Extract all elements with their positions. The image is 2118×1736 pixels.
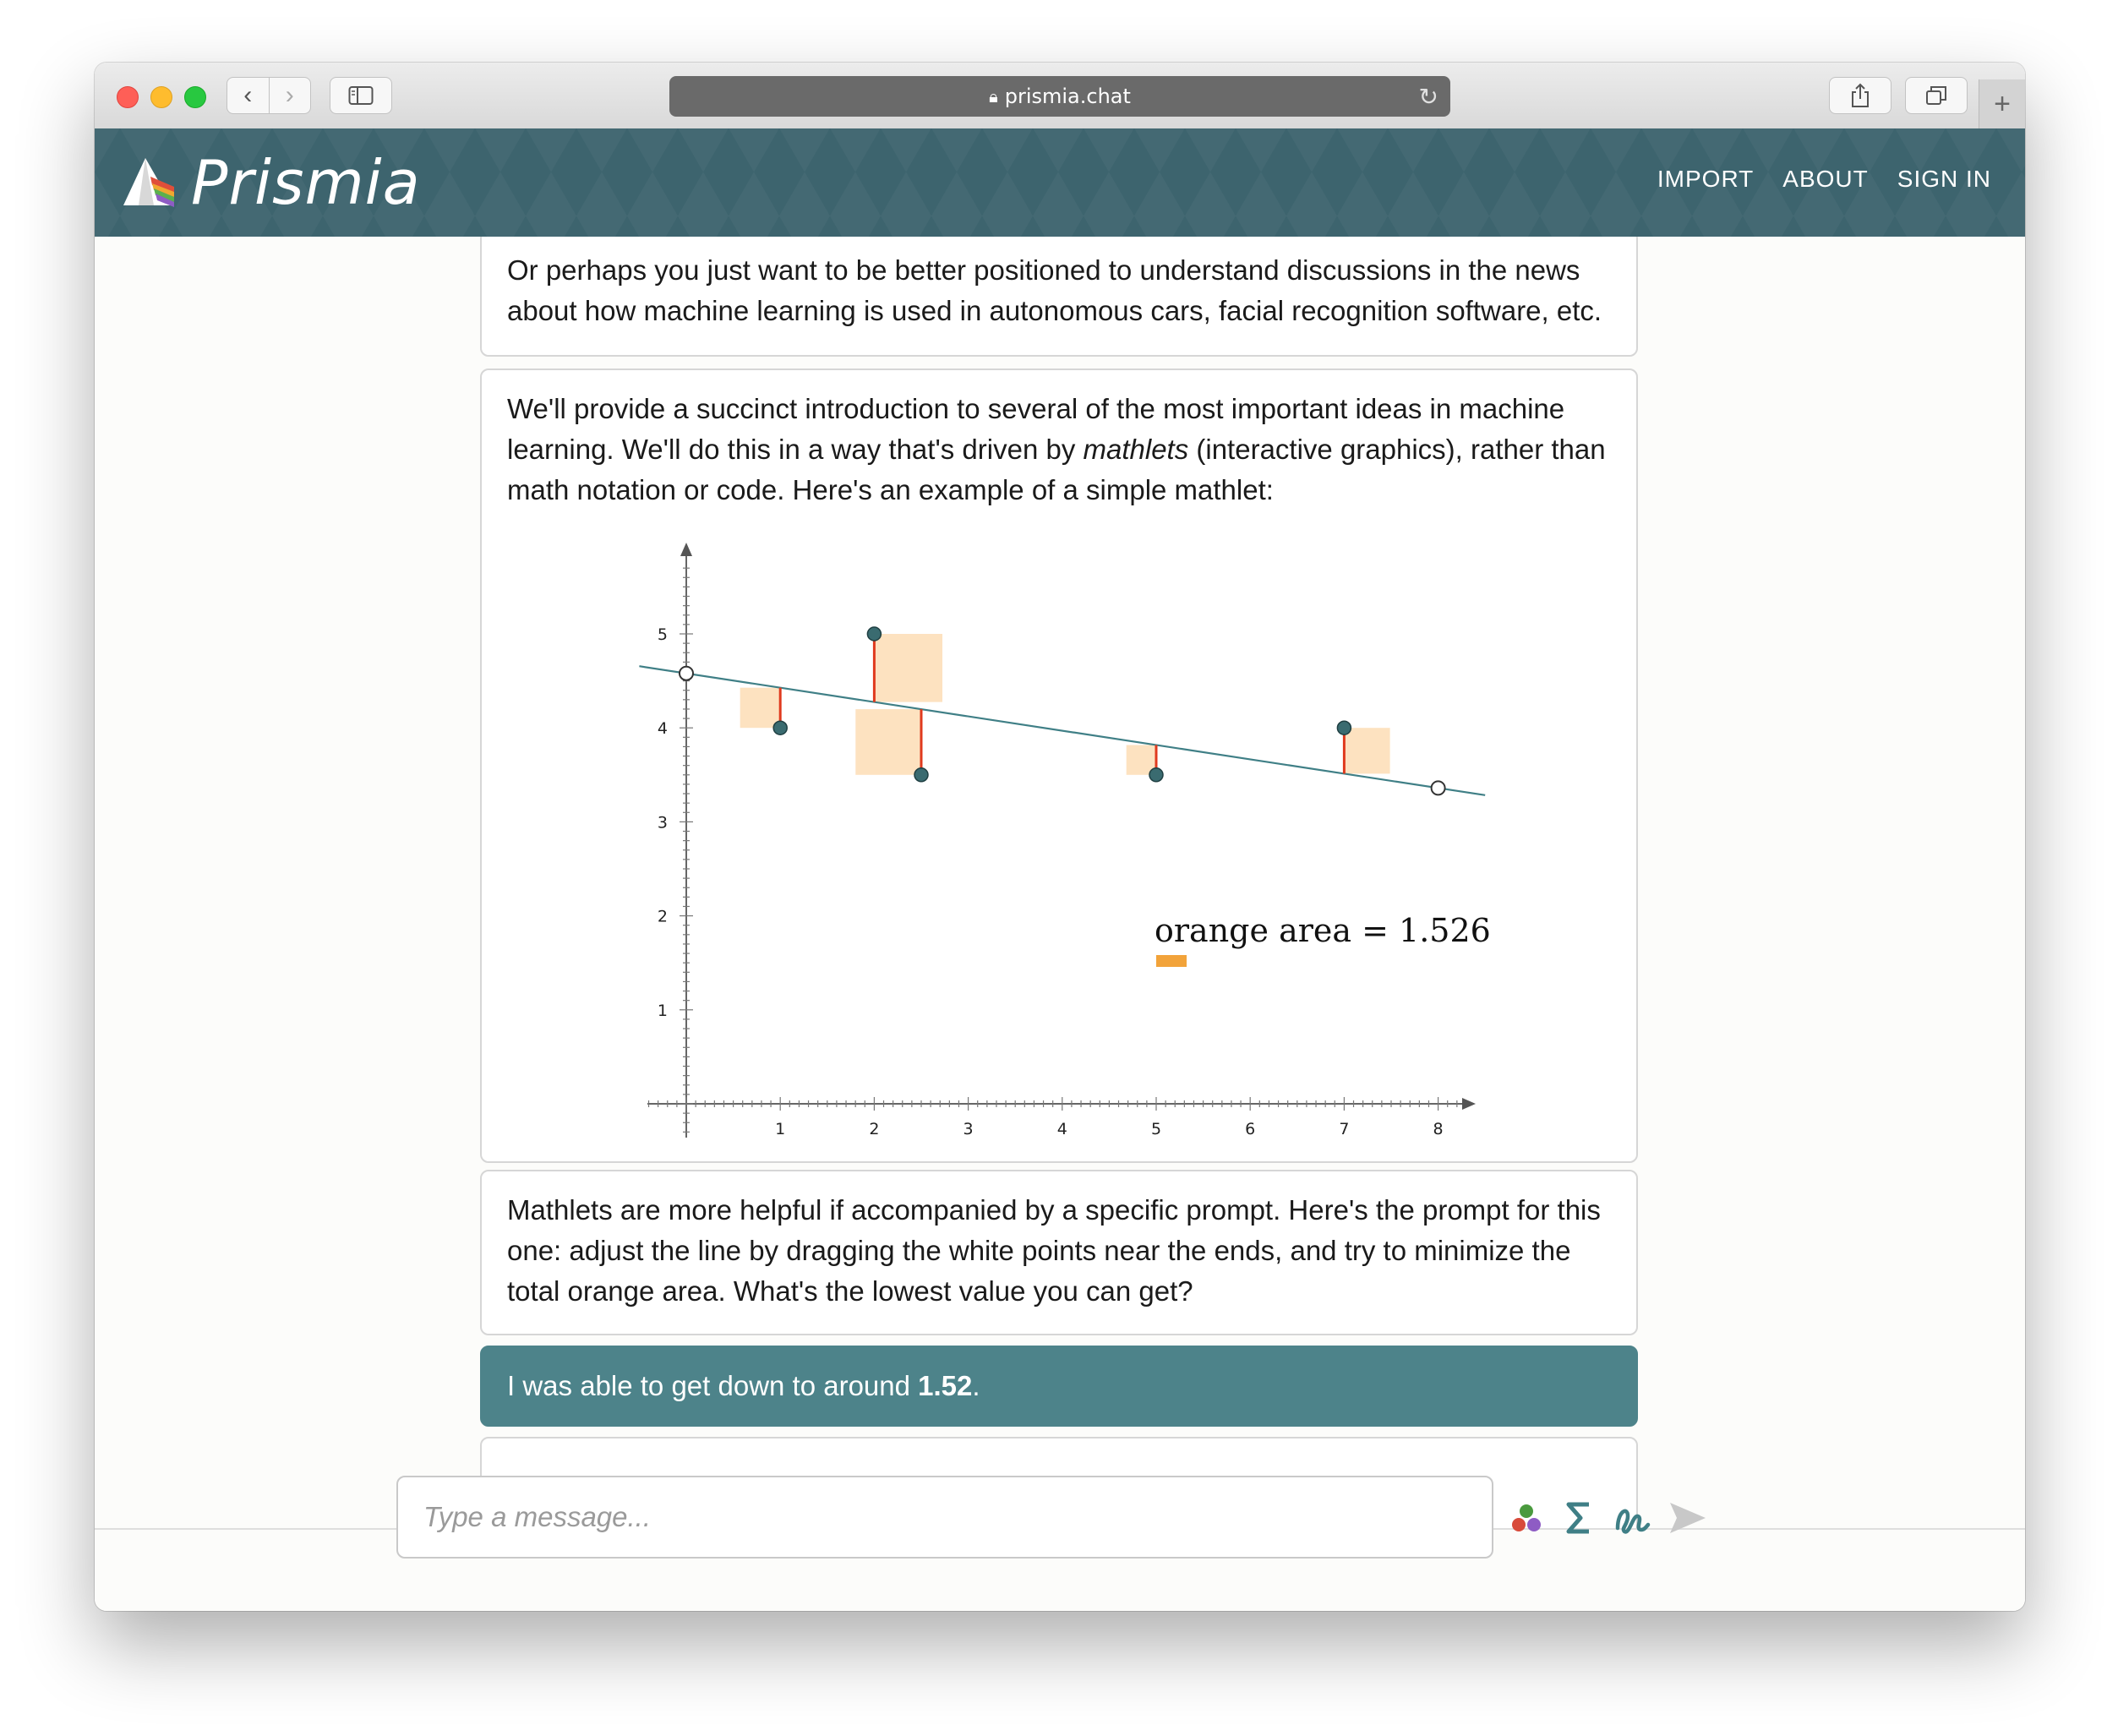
data-point (914, 767, 929, 783)
color-dots-icon[interactable] (1508, 1501, 1545, 1538)
x-tick-label: 4 (1057, 1120, 1067, 1138)
message-card-mathlet: We'll provide a succinct introduction to… (480, 368, 1638, 1163)
y-tick-label: 1 (658, 1002, 668, 1020)
x-tick-label: 2 (869, 1120, 879, 1138)
address-bar[interactable]: 🔒︎ prismia.chat ↻ (669, 76, 1450, 117)
tabs-icon (1926, 86, 1946, 105)
orange-area-label: orange area = 1.526 (1155, 912, 1491, 949)
orange-area-swatch (1156, 955, 1187, 967)
nav-sign-in-link[interactable]: SIGN IN (1897, 166, 1991, 192)
x-tick-label: 5 (1151, 1120, 1161, 1138)
message-text: I was able to get down to around 1.52. (507, 1366, 1611, 1406)
line-handle[interactable] (1430, 780, 1446, 796)
send-icon[interactable] (1667, 1499, 1707, 1537)
back-icon[interactable]: ‹ (243, 81, 253, 109)
sidebar-icon (348, 86, 374, 105)
answer-value: 1.52 (918, 1370, 973, 1401)
data-point (1149, 767, 1164, 783)
browser-window: ‹ › 🔒︎ prismia.chat ↻ (95, 63, 2025, 1611)
sigma-icon[interactable] (1560, 1498, 1597, 1538)
data-point (1336, 720, 1352, 735)
student-message-card: I was able to get down to around 1.52. (480, 1346, 1638, 1427)
site-nav: IMPORT ABOUT SIGN IN (1657, 166, 1991, 193)
y-tick-label: 4 (658, 719, 668, 738)
mathlet-chart[interactable]: 1 2 3 4 5 6 7 8 1 2 3 4 5 orange area = 1.526 (480, 368, 1635, 1163)
message-card: Mathlets are more helpful if accompanied… (480, 1170, 1638, 1335)
message-text: We'll provide a succinct introduction to… (507, 389, 1611, 510)
x-tick-label: 6 (1245, 1120, 1255, 1138)
y-axis-arrow (680, 543, 692, 556)
residual-square (855, 709, 921, 775)
draw-icon[interactable] (1613, 1499, 1651, 1538)
data-point (866, 626, 882, 641)
residual-square (1344, 728, 1390, 774)
message-composer (95, 1476, 2025, 1611)
plus-icon[interactable]: + (1979, 79, 2025, 128)
share-button[interactable] (1829, 77, 1891, 114)
reload-icon[interactable]: ↻ (1418, 83, 1438, 111)
message-text: Or perhaps you just want to be better po… (507, 254, 1602, 326)
message-text-part: (interactive graphics), rather than math… (507, 434, 1606, 505)
message-text-part: . (972, 1370, 980, 1401)
data-point (772, 720, 788, 735)
message-card: Or perhaps you just want to be better po… (480, 237, 1638, 357)
chat-thread: Or perhaps you just want to be better po… (95, 237, 2025, 1528)
sidebar-toggle-button[interactable] (330, 77, 392, 114)
nav-import-link[interactable]: IMPORT (1657, 166, 1755, 192)
x-tick-label: 3 (963, 1120, 974, 1138)
logo-text: Prismia (191, 147, 421, 218)
y-tick-label: 3 (658, 813, 668, 832)
forward-icon[interactable]: › (268, 78, 311, 113)
close-window-button[interactable] (117, 86, 139, 108)
url-text: prismia.chat (1004, 85, 1131, 108)
tabs-overview-button[interactable] (1905, 77, 1968, 114)
history-nav: ‹ › (227, 77, 311, 114)
minimize-window-button[interactable] (150, 86, 172, 108)
nav-about-link[interactable]: ABOUT (1782, 166, 1869, 192)
residual-square (874, 634, 943, 702)
mathlets-term: mathlets (1083, 434, 1189, 465)
message-text-part: I was able to get down to around (507, 1370, 919, 1401)
y-tick-label: 5 (658, 625, 668, 644)
line-handle[interactable] (679, 665, 694, 681)
message-text: Mathlets are more helpful if accompanied… (507, 1194, 1601, 1307)
x-tick-label: 1 (775, 1120, 785, 1138)
message-input[interactable] (396, 1476, 1493, 1559)
message-text-part: We'll provide a succinct introduction to… (507, 393, 1565, 465)
site-header: Prismia IMPORT ABOUT SIGN IN (95, 128, 2025, 237)
prism-logo-icon (123, 158, 174, 207)
residual-square (740, 687, 781, 729)
share-icon (1852, 83, 1869, 107)
x-tick-label: 8 (1433, 1120, 1444, 1138)
x-tick-label: 7 (1339, 1120, 1349, 1138)
x-axis-arrow (1462, 1098, 1476, 1110)
zoom-window-button[interactable] (184, 86, 206, 108)
browser-toolbar: ‹ › 🔒︎ prismia.chat ↻ (95, 63, 2025, 129)
site-logo[interactable]: Prismia (120, 147, 421, 218)
lock-icon: 🔒︎ (989, 86, 998, 106)
y-tick-label: 2 (658, 908, 668, 926)
